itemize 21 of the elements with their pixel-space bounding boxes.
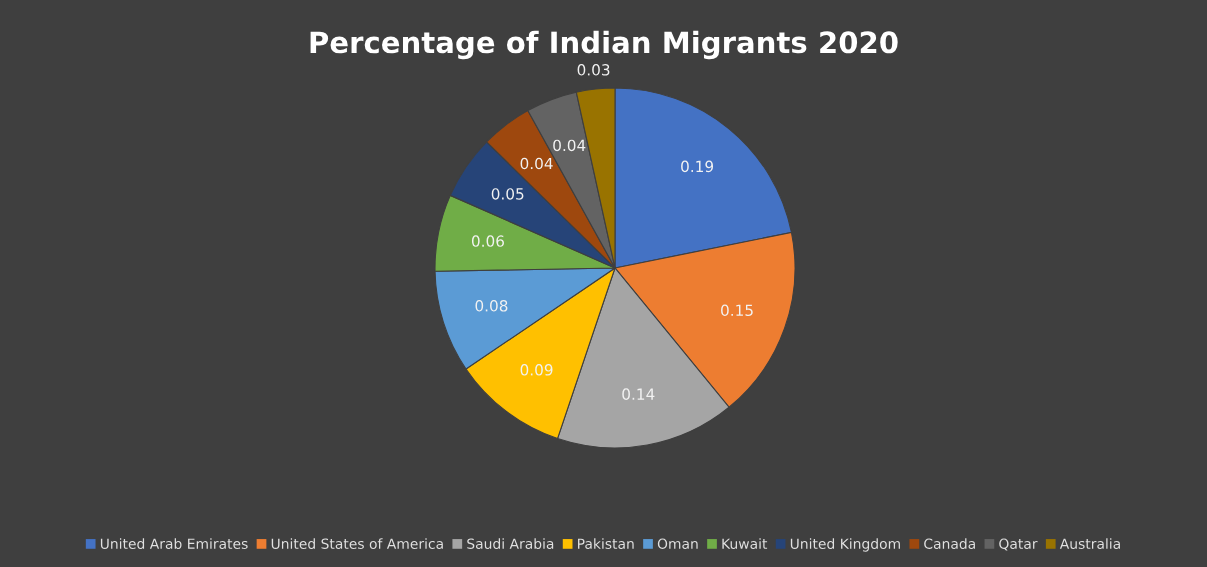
data-label: 0.08: [475, 300, 508, 312]
data-label: 0.19: [681, 160, 714, 173]
legend-label: Oman: [657, 538, 698, 549]
data-label: 0.05: [491, 188, 524, 200]
data-label: 0.04: [553, 139, 586, 152]
legend-label: Canada: [924, 538, 975, 549]
data-label: 0.14: [622, 388, 655, 400]
legend-label: Australia: [1059, 538, 1120, 549]
data-label: 0.15: [721, 304, 753, 317]
data-label: 0.04: [520, 157, 553, 170]
legend-label: United Arab Emirates: [100, 538, 248, 549]
legend-label: Qatar: [999, 538, 1038, 551]
data-label: 0.03: [577, 64, 610, 76]
legend-label: United States of America: [271, 538, 443, 549]
data-label: 0.09: [520, 364, 553, 376]
data-label: 0.06: [471, 235, 504, 247]
legend-label: United Kingdom: [790, 538, 900, 552]
legend-label: Saudi Arabia: [467, 538, 554, 549]
chart-title: Percentage of Indian Migrants 2020: [310, 30, 898, 60]
legend-label: Kuwait: [722, 538, 768, 549]
legend-label: Pakistan: [578, 538, 634, 549]
